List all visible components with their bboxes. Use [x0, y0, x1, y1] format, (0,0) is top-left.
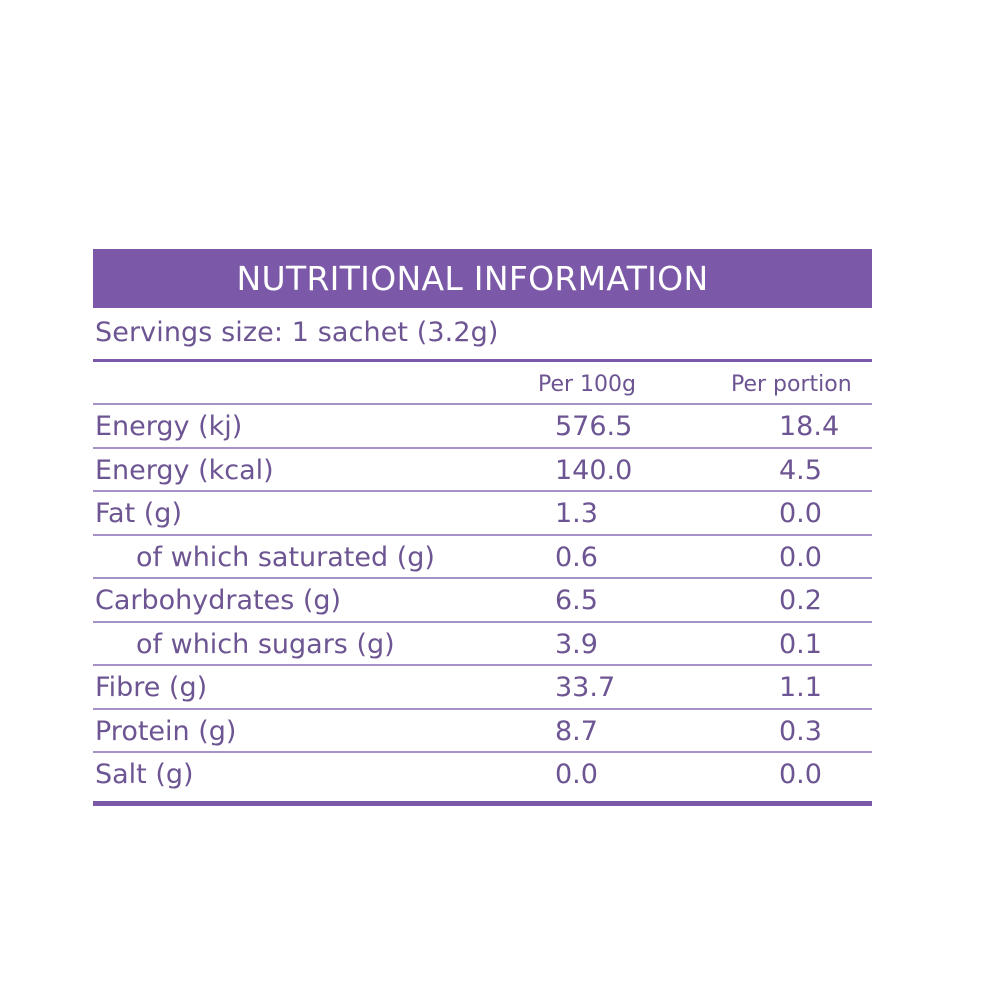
value-per-portion: 0.0 — [779, 541, 822, 573]
value-per-portion: 0.2 — [779, 585, 822, 616]
value-per-portion: 0.3 — [779, 715, 822, 747]
column-header-row: Per 100g Per portion — [93, 362, 872, 405]
serving-size: Servings size: 1 sachet (3.2g) — [93, 308, 872, 362]
value-per-portion: 1.1 — [779, 672, 822, 703]
table-row-protein: Protein (g) 8.7 0.3 — [93, 710, 872, 753]
table-row-energy-kj: Energy (kj) 576.5 18.4 — [93, 405, 872, 449]
column-header-per-portion: Per portion — [731, 372, 852, 397]
value-per-100g: 8.7 — [555, 715, 598, 747]
row-label: Energy (kj) — [95, 411, 243, 442]
row-label: Protein (g) — [95, 715, 237, 747]
value-per-100g: 0.6 — [555, 541, 598, 573]
row-label: Carbohydrates (g) — [95, 585, 342, 616]
table-row-carbohydrates: Carbohydrates (g) 6.5 0.2 — [93, 579, 872, 623]
row-label: Salt (g) — [95, 759, 194, 790]
value-per-portion: 4.5 — [779, 454, 822, 486]
value-per-portion: 0.1 — [779, 628, 822, 660]
row-label: of which saturated (g) — [136, 541, 435, 573]
value-per-100g: 0.0 — [555, 759, 598, 790]
value-per-portion: 0.0 — [779, 759, 822, 790]
row-label: Energy (kcal) — [95, 454, 274, 486]
row-label: of which sugars (g) — [136, 628, 395, 660]
nutrition-title: NUTRITIONAL INFORMATION — [93, 249, 872, 308]
row-label: Fat (g) — [95, 498, 182, 529]
bottom-divider — [93, 800, 872, 806]
value-per-portion: 18.4 — [779, 411, 840, 442]
table-row-fibre: Fibre (g) 33.7 1.1 — [93, 666, 872, 710]
table-row-salt: Salt (g) 0.0 0.0 — [93, 753, 872, 795]
value-per-100g: 33.7 — [555, 672, 616, 703]
table-row-saturated: of which saturated (g) 0.6 0.0 — [93, 536, 872, 579]
value-per-portion: 0.0 — [779, 498, 822, 529]
value-per-100g: 6.5 — [555, 585, 598, 616]
value-per-100g: 576.5 — [555, 411, 633, 442]
table-row-fat: Fat (g) 1.3 0.0 — [93, 492, 872, 536]
value-per-100g: 3.9 — [555, 628, 598, 660]
table-row-sugars: of which sugars (g) 3.9 0.1 — [93, 623, 872, 666]
value-per-100g: 1.3 — [555, 498, 598, 529]
nutrition-panel: NUTRITIONAL INFORMATION Servings size: 1… — [93, 249, 872, 806]
row-label: Fibre (g) — [95, 672, 208, 703]
table-row-energy-kcal: Energy (kcal) 140.0 4.5 — [93, 449, 872, 492]
column-header-per-100g: Per 100g — [538, 372, 637, 397]
value-per-100g: 140.0 — [555, 454, 633, 486]
